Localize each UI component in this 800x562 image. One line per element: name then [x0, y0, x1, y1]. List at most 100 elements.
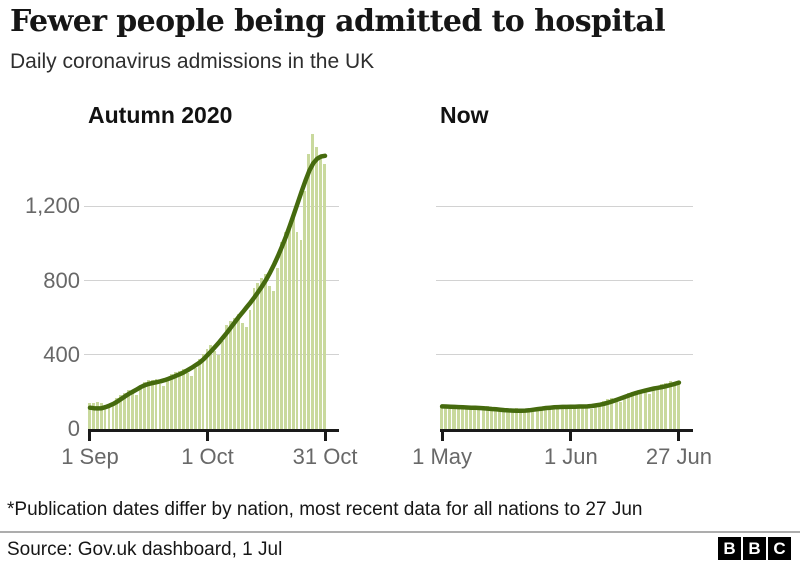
bar [295, 232, 299, 429]
bar [460, 405, 464, 429]
bar [221, 341, 225, 429]
bar [606, 399, 610, 429]
bar [593, 406, 597, 429]
bar [135, 395, 138, 429]
bar [639, 389, 643, 429]
bar [539, 407, 543, 429]
bar [142, 382, 146, 429]
bar [201, 354, 205, 429]
divider-line [0, 531, 800, 533]
bar [651, 390, 655, 429]
bar [477, 410, 481, 429]
axis-tick [323, 432, 327, 441]
bar [256, 282, 260, 429]
bar [260, 278, 264, 429]
x-axis-line [88, 429, 339, 432]
x-tick-label: 27 Jun [645, 444, 712, 469]
bar [119, 394, 123, 429]
bar [535, 411, 539, 429]
bar [315, 146, 319, 429]
bar [635, 390, 639, 429]
y-tick-label: 800 [43, 267, 80, 293]
bar [560, 409, 564, 429]
average-line [87, 153, 328, 411]
bar [287, 224, 291, 429]
bar [452, 405, 456, 429]
bar [531, 411, 535, 429]
bar [182, 369, 185, 429]
bar [166, 380, 170, 429]
page-subtitle: Daily coronavirus admissions in the UK [10, 50, 375, 73]
bar [510, 408, 514, 429]
y-tick-label: 0 [67, 416, 80, 441]
gridline [84, 205, 339, 207]
bar [248, 310, 252, 429]
bar [552, 406, 556, 429]
bar [170, 374, 174, 429]
bar [264, 273, 268, 429]
y-tick-label: 1,200 [24, 193, 80, 219]
bar [291, 215, 295, 429]
bar [469, 407, 473, 429]
bar [568, 405, 572, 429]
y-axis-labels: 0 400 800 1,200 [0, 132, 80, 441]
bar [91, 403, 95, 429]
bar [464, 405, 468, 429]
bar [589, 408, 593, 429]
bar [174, 372, 177, 429]
x-tick-label: 1 Jun [543, 444, 598, 469]
bar [229, 320, 232, 429]
bar [626, 393, 631, 429]
bar [618, 401, 622, 429]
bar [506, 411, 510, 429]
bbc-logo-block: C [768, 537, 791, 560]
bar [252, 287, 256, 429]
bar [556, 407, 560, 429]
bar [602, 400, 606, 429]
footnote: *Publication dates differ by nation, mos… [7, 499, 643, 520]
bar [523, 408, 527, 429]
bar [311, 133, 315, 429]
bar [444, 408, 448, 429]
chart-now: Now 1 May 1 Jun 27 Jun [412, 102, 712, 469]
bar [572, 404, 576, 429]
bar [622, 398, 626, 429]
bar [660, 384, 664, 429]
bar [154, 379, 158, 429]
bar [162, 386, 166, 429]
bar [107, 407, 111, 429]
panel-label-now: Now [440, 102, 489, 128]
bar [514, 408, 518, 429]
bar [610, 398, 614, 429]
bar [581, 405, 585, 429]
bar [323, 163, 326, 429]
bar [197, 358, 201, 429]
bar [543, 406, 547, 429]
bar [656, 385, 660, 429]
y-tick-label: 400 [43, 341, 80, 367]
page-title: Fewer people being admitted to hospital [10, 4, 666, 39]
bar [232, 317, 236, 429]
bar [527, 410, 531, 429]
bar [307, 154, 311, 429]
bar [319, 156, 322, 429]
x-tick-label: 1 May [412, 444, 473, 469]
bar [240, 323, 244, 429]
panel-label-autumn: Autumn 2020 [88, 102, 233, 128]
gridline [436, 205, 693, 207]
bar [631, 391, 635, 429]
bar [577, 405, 581, 429]
bar [111, 404, 115, 429]
bar [213, 351, 217, 429]
bbc-logo-block: B [743, 537, 766, 560]
bar [95, 402, 99, 429]
bar [440, 405, 444, 429]
axis-tick [206, 432, 209, 441]
bar [88, 403, 91, 429]
axis-tick [569, 432, 573, 441]
x-tick-label: 1 Sep [61, 444, 119, 469]
bar [502, 411, 506, 429]
bar [146, 380, 150, 429]
bar [473, 409, 477, 429]
bar [456, 405, 460, 429]
